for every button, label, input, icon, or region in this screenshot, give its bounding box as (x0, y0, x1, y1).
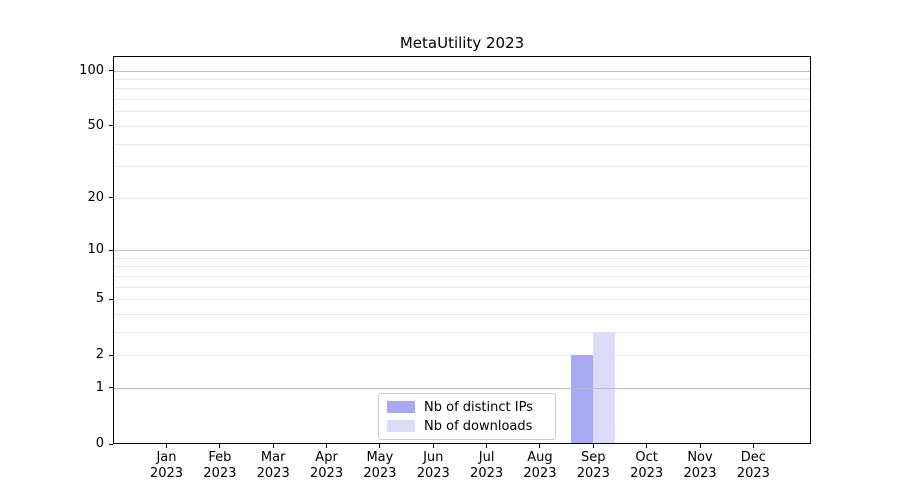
x-tick-mark (166, 444, 167, 448)
x-tick-mark (592, 444, 594, 448)
y-tick-mark (109, 443, 113, 445)
minor-gridline (114, 355, 810, 357)
minor-gridline (114, 143, 810, 145)
minor-gridline (114, 166, 810, 168)
minor-gridline (114, 331, 810, 333)
bar-distinct-ips (571, 355, 594, 443)
legend-label: Nb of downloads (424, 418, 533, 434)
minor-gridline (114, 266, 810, 268)
x-tick-label: Apr 2023 (310, 450, 344, 481)
x-tick-mark (699, 444, 701, 448)
x-tick-mark (432, 444, 434, 448)
minor-gridline (114, 313, 810, 315)
x-tick-label: Sep 2023 (576, 450, 610, 481)
y-tick-mark (109, 298, 113, 300)
minor-gridline (114, 197, 810, 199)
y-tick-mark (109, 249, 113, 251)
legend-swatch-downloads (387, 420, 415, 432)
minor-gridline (114, 111, 810, 113)
legend-swatch-distinct-ips (387, 401, 415, 413)
y-tick-label: 10 (87, 242, 104, 257)
major-gridline (114, 250, 810, 251)
x-tick-mark (539, 444, 541, 448)
major-gridline (114, 387, 810, 389)
y-tick-label: 5 (95, 291, 104, 307)
minor-gridline (114, 275, 810, 277)
y-tick-label: 1 (95, 379, 104, 395)
x-tick-mark (326, 444, 328, 448)
y-tick-mark (109, 125, 113, 127)
y-tick-label: 20 (87, 189, 104, 205)
minor-gridline (114, 79, 810, 81)
plot-area: Nb of distinct IPs Nb of downloads (113, 56, 811, 444)
x-tick-label: May 2023 (363, 450, 397, 481)
y-tick-label: 2 (95, 347, 104, 363)
minor-gridline (114, 88, 810, 90)
legend: Nb of distinct IPs Nb of downloads (378, 393, 556, 440)
x-tick-label: Aug 2023 (523, 450, 557, 481)
x-tick-label: Oct 2023 (630, 450, 664, 481)
x-tick-mark (752, 444, 754, 448)
x-tick-label: Dec 2023 (736, 450, 770, 481)
bar-downloads (593, 331, 616, 443)
legend-label: Nb of distinct IPs (424, 399, 533, 415)
x-tick-label: Mar 2023 (256, 450, 290, 481)
x-tick-mark (486, 444, 488, 448)
y-tick-mark (109, 354, 113, 356)
y-tick-mark (109, 197, 113, 199)
x-tick-mark (219, 444, 221, 448)
x-tick-mark (646, 444, 648, 448)
major-gridline (114, 70, 810, 72)
minor-gridline (114, 257, 810, 259)
minor-gridline (114, 99, 810, 101)
y-tick-mark (109, 70, 113, 72)
legend-item: Nb of distinct IPs (387, 400, 555, 415)
x-tick-label: Jul 2023 (470, 450, 504, 481)
chart-title: MetaUtility 2023 (399, 34, 525, 52)
x-tick-mark (379, 444, 381, 448)
y-tick-label: 50 (87, 117, 104, 133)
x-tick-label: Nov 2023 (683, 450, 717, 481)
x-tick-label: Feb 2023 (203, 450, 237, 481)
x-tick-mark (272, 444, 274, 448)
y-tick-label: 100 (79, 62, 104, 78)
minor-gridline (114, 125, 810, 127)
y-tick-mark (109, 387, 113, 389)
minor-gridline (114, 299, 810, 301)
legend-item: Nb of downloads (387, 419, 555, 434)
x-tick-label: Jan 2023 (149, 450, 184, 481)
y-tick-label: 0 (95, 436, 104, 451)
x-tick-label: Jun 2023 (416, 450, 450, 481)
minor-gridline (114, 286, 810, 288)
